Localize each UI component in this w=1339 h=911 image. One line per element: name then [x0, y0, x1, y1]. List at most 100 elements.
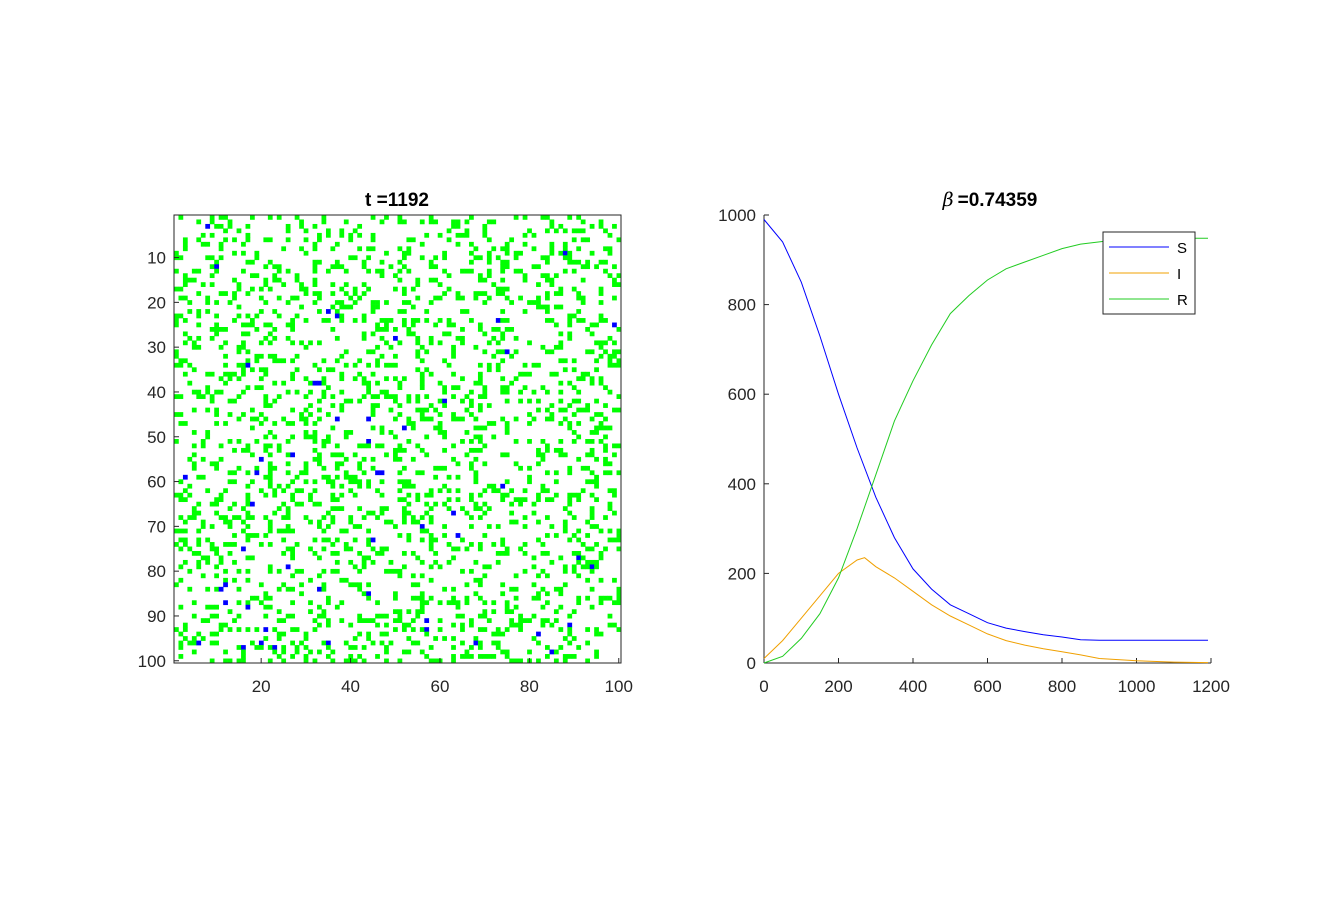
grid-cell-recovered: [532, 502, 537, 507]
grid-cell-recovered: [178, 578, 183, 583]
grid-cell-recovered: [612, 488, 617, 493]
grid-cell-recovered: [567, 260, 572, 265]
grid-cell-recovered: [541, 618, 546, 623]
grid-cell-recovered: [344, 269, 349, 274]
grid-cell-recovered: [263, 367, 268, 372]
grid-cell-recovered: [505, 650, 510, 655]
grid-cell-recovered: [375, 327, 380, 332]
grid-cell-recovered: [259, 376, 264, 381]
grid-cell-recovered: [447, 560, 452, 565]
grid-cell-recovered: [228, 219, 233, 224]
grid-cell-recovered: [277, 609, 282, 614]
grid-cell-recovered: [330, 394, 335, 399]
grid-cell-recovered: [183, 627, 188, 632]
grid-cell-recovered: [554, 650, 559, 655]
grid-cell-recovered: [313, 282, 318, 287]
grid-cell-recovered: [608, 488, 613, 493]
grid-cell-recovered: [608, 502, 613, 507]
grid-cell-recovered: [232, 533, 237, 538]
grid-cell-recovered: [272, 493, 277, 498]
grid-cell-recovered: [590, 587, 595, 592]
grid-cell-recovered: [326, 385, 331, 390]
grid-cell-recovered: [353, 376, 358, 381]
grid-cell-recovered: [411, 237, 416, 242]
grid-cell-recovered: [263, 300, 268, 305]
grid-cell-recovered: [599, 219, 604, 224]
grid-cell-recovered: [420, 600, 425, 605]
grid-cell-susceptible: [290, 452, 295, 457]
grid-cell-recovered: [603, 596, 608, 601]
grid-cell-recovered: [612, 511, 617, 516]
grid-cell-recovered: [393, 399, 398, 404]
grid-cell-recovered: [482, 461, 487, 466]
grid-cell-recovered: [259, 645, 264, 650]
grid-cell-recovered: [187, 484, 192, 489]
grid-cell-recovered: [232, 372, 237, 377]
grid-cell-recovered: [447, 363, 452, 368]
grid-cell-recovered: [286, 614, 291, 619]
grid-cell-recovered: [263, 614, 268, 619]
beta-value: =0.74359: [958, 190, 1038, 211]
grid-cell-recovered: [398, 497, 403, 502]
grid-cell-recovered: [353, 228, 358, 233]
grid-cell-recovered: [196, 632, 201, 637]
grid-cell-recovered: [545, 533, 550, 538]
grid-cell-recovered: [585, 237, 590, 242]
grid-cell-recovered: [563, 228, 568, 233]
grid-cell-recovered: [429, 542, 434, 547]
grid-cell-recovered: [304, 237, 309, 242]
grid-cell-recovered: [603, 461, 608, 466]
grid-cell-recovered: [509, 300, 514, 305]
grid-cell-susceptible: [241, 547, 246, 552]
grid-cell-recovered: [178, 394, 183, 399]
grid-cell-recovered: [473, 591, 478, 596]
grid-cell-recovered: [313, 269, 318, 274]
grid-cell-recovered: [590, 605, 595, 610]
grid-cell-recovered: [478, 582, 483, 587]
grid-cell-recovered: [594, 264, 599, 269]
grid-cell-recovered: [371, 215, 376, 220]
grid-cell-recovered: [594, 654, 599, 659]
grid-cell-recovered: [330, 282, 335, 287]
grid-cell-recovered: [603, 246, 608, 251]
grid-cell-recovered: [232, 399, 237, 404]
grid-cell-recovered: [509, 381, 514, 386]
grid-cell-recovered: [389, 318, 394, 323]
grid-cell-recovered: [201, 524, 206, 529]
grid-cell-recovered: [174, 318, 179, 323]
grid-cell-recovered: [295, 569, 300, 574]
grid-cell-recovered: [366, 618, 371, 623]
grid-cell-recovered: [335, 551, 340, 556]
grid-cell-recovered: [420, 417, 425, 422]
grid-cell-recovered: [554, 587, 559, 592]
grid-cell-recovered: [473, 255, 478, 260]
grid-cell-recovered: [214, 314, 219, 319]
grid-cell-recovered: [473, 246, 478, 251]
grid-cell-recovered: [313, 618, 318, 623]
grid-cell-recovered: [482, 394, 487, 399]
grid-cell-recovered: [415, 367, 420, 372]
line-x-tick-label: 200: [824, 677, 852, 696]
grid-cell-recovered: [456, 291, 461, 296]
grid-cell-recovered: [442, 587, 447, 592]
grid-cell-recovered: [322, 569, 327, 574]
grid-cell-recovered: [447, 323, 452, 328]
grid-cell-recovered: [424, 435, 429, 440]
grid-cell-recovered: [201, 439, 206, 444]
grid-cell-recovered: [572, 228, 577, 233]
grid-cell-recovered: [500, 452, 505, 457]
grid-cell-recovered: [411, 318, 416, 323]
grid-cell-recovered: [447, 475, 452, 480]
grid-cell-recovered: [339, 529, 344, 534]
grid-cell-recovered: [344, 430, 349, 435]
grid-cell-recovered: [196, 551, 201, 556]
grid-cell-recovered: [187, 309, 192, 314]
grid-y-tick-label: 50: [147, 428, 166, 447]
grid-cell-recovered: [469, 542, 474, 547]
grid-cell-recovered: [290, 600, 295, 605]
grid-cell-recovered: [532, 300, 537, 305]
grid-cell-recovered: [594, 323, 599, 328]
grid-cell-recovered: [196, 564, 201, 569]
grid-cell-recovered: [415, 282, 420, 287]
grid-cell-recovered: [411, 573, 416, 578]
